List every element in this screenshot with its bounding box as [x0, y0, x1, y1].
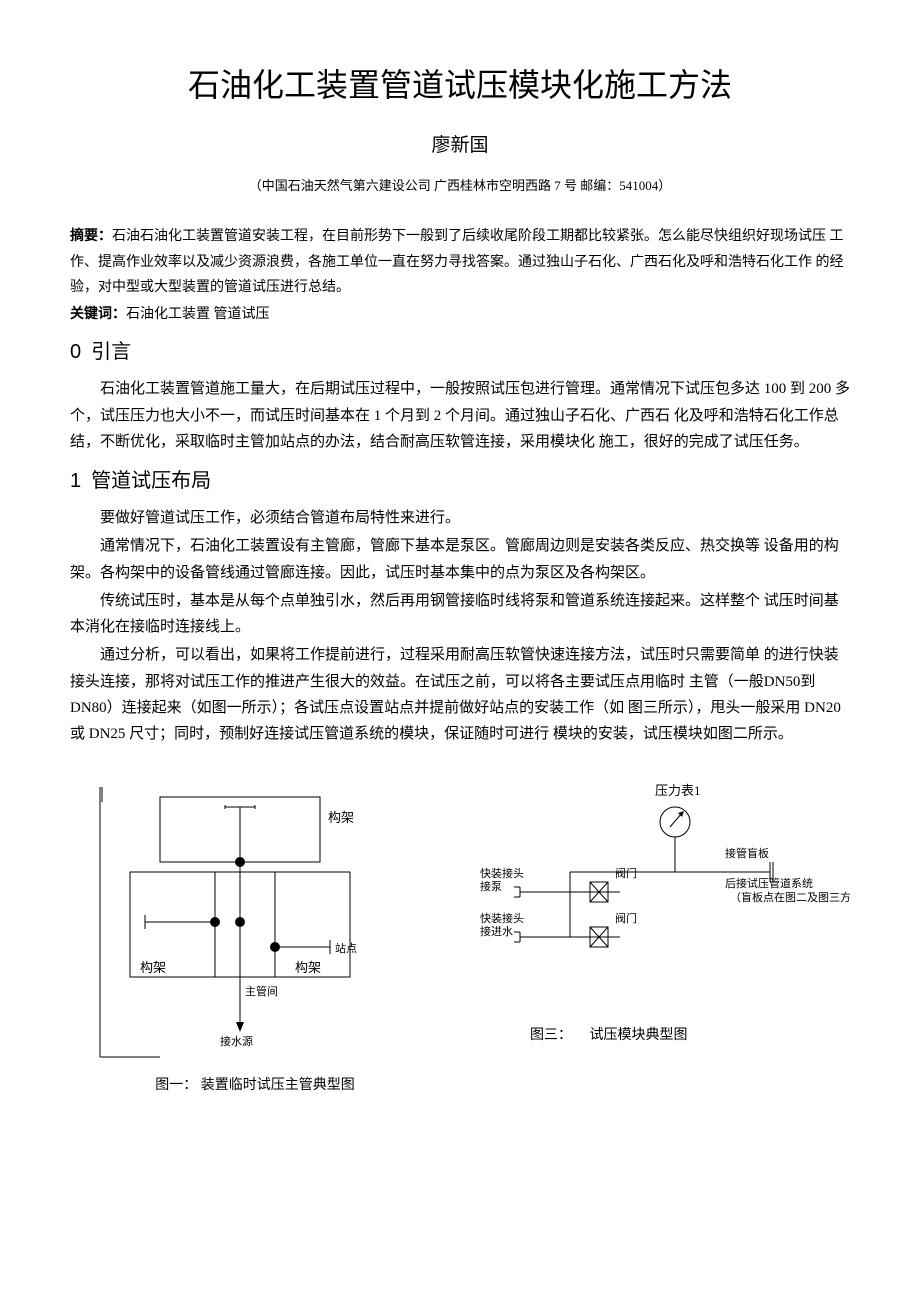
fig1-label-frame-left: 构架: [140, 960, 166, 975]
fig3-label-note: （盲板点在图二及图三方案）: [730, 890, 850, 904]
figure-1-svg: 构架 站点 构架 构架: [70, 777, 400, 1067]
fig1-label-water: 接水源: [220, 1034, 253, 1048]
fig3-label-gauge: 压力表1: [655, 783, 701, 798]
fig3-label-to-water: 接进水: [480, 925, 513, 938]
fig3-label-to-pump: 接泵: [480, 880, 502, 893]
paper-title: 石油化工装置管道试压模块化施工方法: [70, 60, 850, 111]
keywords-label: 关键词：: [70, 307, 126, 322]
section-1-para-1: 通常情况下，石油化工装置设有主管廊，管廊下基本是泵区。管廊周边则是安装各类反应、…: [70, 533, 850, 586]
fig1-label-station: 站点: [335, 941, 357, 955]
figures-row: 构架 站点 构架 构架: [70, 777, 850, 1097]
fig3-label-quick-pump: 快装接头: [480, 867, 524, 880]
section-1-para-2: 传统试压时，基本是从每个点单独引水，然后再用钢管接临时线将泵和管道系统连接起来。…: [70, 588, 850, 641]
figure-1-caption: 图一： 装置临时试压主管典型图: [70, 1075, 440, 1097]
fig1-label-frame-top: 构架: [328, 810, 354, 825]
section-0-para-0: 石油化工装置管道施工量大，在后期试压过程中，一般按照试压包进行管理。通常情况下试…: [70, 376, 850, 455]
keywords-block: 关键词：石油化工装置 管道试压: [70, 304, 850, 326]
fig1-caption-prefix: 图一：: [155, 1078, 197, 1093]
figure-3-svg: 压力表1 接管盲板 后接试压管道系统 （盲板点在图二及图三方案） 阀门: [470, 777, 850, 1017]
section-title-1: 管道试压布局: [91, 470, 211, 492]
abstract-label: 摘要：: [70, 229, 112, 244]
figure-3-caption: 图三： 试压模块典型图: [470, 1025, 850, 1047]
section-title-0: 引言: [91, 341, 131, 363]
fig3-label-quick-water: 快装接头: [480, 912, 524, 925]
fig3-caption-text: 试压模块典型图: [590, 1028, 688, 1043]
fig3-label-blind: 接管盲板: [725, 846, 769, 860]
fig3-label-valve-2: 阀门: [615, 911, 637, 925]
paper-affiliation: （中国石油天然气第六建设公司 广西桂林市空明西路 7 号 邮编：541004）: [70, 176, 850, 197]
section-num-1: 1: [70, 470, 81, 492]
figure-1: 构架 站点 构架 构架: [70, 777, 440, 1097]
section-heading-0: 0 引言: [70, 336, 850, 368]
section-num-0: 0: [70, 341, 81, 363]
figure-3: 压力表1 接管盲板 后接试压管道系统 （盲板点在图二及图三方案） 阀门: [470, 777, 850, 1047]
fig3-label-system: 后接试压管道系统: [725, 876, 813, 890]
section-1-para-0: 要做好管道试压工作，必须结合管道布局特性来进行。: [70, 505, 850, 531]
section-heading-1: 1 管道试压布局: [70, 465, 850, 497]
section-1-para-3: 通过分析，可以看出，如果将工作提前进行，过程采用耐高压软管快速连接方法，试压时只…: [70, 642, 850, 747]
fig1-label-frame-right: 构架: [295, 960, 321, 975]
abstract-block: 摘要：石油石油化工装置管道安装工程，在目前形势下一般到了后续收尾阶段工期都比较紧…: [70, 224, 850, 300]
fig3-caption-prefix: 图三：: [530, 1028, 572, 1043]
fig1-caption-text: 装置临时试压主管典型图: [201, 1078, 355, 1093]
paper-author: 廖新国: [70, 131, 850, 161]
abstract-text: 石油石油化工装置管道安装工程，在目前形势下一般到了后续收尾阶段工期都比较紧张。怎…: [70, 229, 844, 294]
fig3-label-valve-1: 阀门: [615, 866, 637, 880]
keywords-text: 石油化工装置 管道试压: [126, 307, 270, 322]
fig1-label-main-pipe: 主管间: [245, 984, 278, 998]
